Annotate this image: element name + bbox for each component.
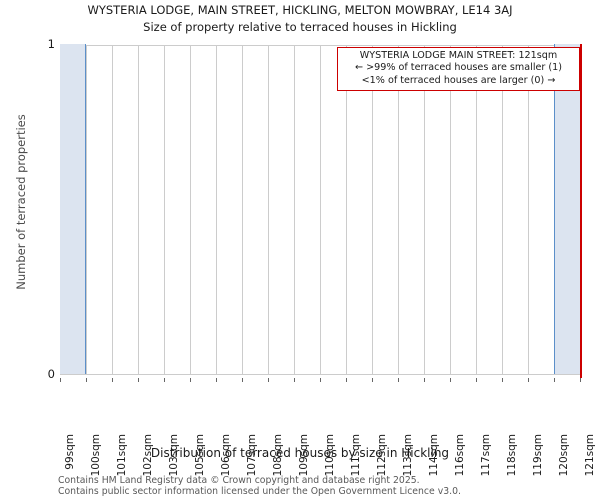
gridline — [86, 46, 87, 374]
chart-subtitle: Size of property relative to terraced ho… — [143, 20, 457, 34]
x-tick-mark — [216, 378, 217, 382]
gridline — [138, 46, 139, 374]
gridline — [502, 46, 503, 374]
x-tick-mark — [164, 378, 165, 382]
x-tick-mark — [424, 378, 425, 382]
gridline — [424, 46, 425, 374]
x-tick-mark — [580, 378, 581, 382]
x-tick-mark — [346, 378, 347, 382]
x-tick-mark — [372, 378, 373, 382]
y-tick-label-0: 0 — [47, 367, 55, 381]
y-tick-label-1: 1 — [47, 37, 55, 51]
gridline — [190, 46, 191, 374]
x-tick-mark — [294, 378, 295, 382]
gridline — [216, 46, 217, 374]
x-tick-mark — [398, 378, 399, 382]
x-tick-mark — [86, 378, 87, 382]
x-axis-title: Distribution of terraced houses by size … — [150, 446, 450, 460]
gridline — [398, 46, 399, 374]
annotation-line-2: ← >99% of terraced houses are smaller (1… — [355, 62, 562, 74]
gridline — [268, 46, 269, 374]
x-tick-mark — [502, 378, 503, 382]
y-axis-title: Number of terraced properties — [14, 114, 28, 290]
footer-attribution: Contains HM Land Registry data © Crown c… — [58, 475, 598, 497]
x-axis-tick-labels: 99sqm 100sqm 101sqm 102sqm 103sqm 105sqm 106sq… — [60, 378, 596, 476]
gridline — [320, 46, 321, 374]
x-tick-mark — [554, 378, 555, 382]
gridline — [242, 46, 243, 374]
bar — [554, 44, 580, 374]
annotation-callout: WYSTERIA LODGE MAIN STREET: 121sqm ← >99… — [337, 47, 580, 91]
x-tick-mark — [242, 378, 243, 382]
gridline — [372, 46, 373, 374]
x-tick-mark — [528, 378, 529, 382]
footer-line-1: Contains HM Land Registry data © Crown c… — [58, 475, 420, 486]
x-tick-mark — [450, 378, 451, 382]
footer-line-2: Contains public sector information licen… — [58, 486, 461, 497]
x-tick-mark — [268, 378, 269, 382]
x-tick-mark — [476, 378, 477, 382]
plot-area — [60, 44, 582, 378]
gridline — [450, 46, 451, 374]
chart-title: WYSTERIA LODGE, MAIN STREET, HICKLING, M… — [87, 3, 513, 17]
annotation-line-1: WYSTERIA LODGE MAIN STREET: 121sqm — [359, 50, 558, 61]
y-axis: Number of terraced properties 1 0 — [0, 0, 55, 500]
x-tick-mark — [320, 378, 321, 382]
x-tick-mark — [60, 378, 61, 382]
property-marker-line — [580, 44, 582, 378]
x-tick-mark — [190, 378, 191, 382]
gridline — [112, 46, 113, 374]
gridline — [294, 46, 295, 374]
gridline — [476, 46, 477, 374]
gridline — [528, 46, 529, 374]
annotation-line-3: <1% of terraced houses are larger (0) → — [361, 74, 556, 86]
bar — [60, 44, 86, 374]
gridline — [164, 46, 165, 374]
gridline — [346, 46, 347, 374]
x-tick-mark — [112, 378, 113, 382]
x-tick-mark — [138, 378, 139, 382]
